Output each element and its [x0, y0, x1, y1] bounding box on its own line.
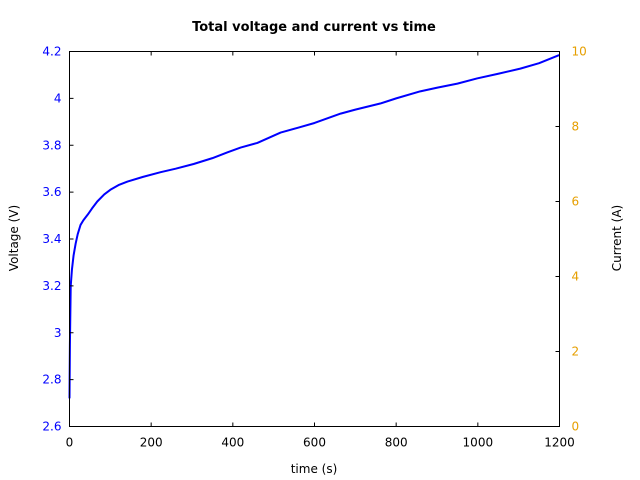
y-tick-label: 3.2	[42, 279, 61, 293]
voltage-series-line	[68, 54, 560, 399]
x-tick-label: 1200	[544, 436, 575, 450]
x-tick-label: 600	[303, 436, 326, 450]
y2-tick-label: 2	[572, 345, 580, 359]
ticks: 0 200 400 600 800 1000 1200 2.6 2.8 3 3.2 3.4 3.6 3.8…	[42, 45, 586, 450]
y2-tick-label: 10	[572, 45, 587, 59]
x-tick-label: 800	[385, 436, 408, 450]
x-tick-label: 200	[140, 436, 163, 450]
y-tick-label: 3	[54, 326, 62, 340]
x-tick-label: 0	[66, 436, 74, 450]
y2-tick-label: 0	[572, 420, 580, 434]
y-tick-label: 3.8	[42, 138, 61, 152]
x-axis-label: time (s)	[291, 462, 338, 476]
y-tick-label: 3.4	[42, 232, 61, 246]
y-tick-label: 3.6	[42, 185, 61, 199]
y2-axis-label-current: Current (A)	[610, 205, 624, 271]
x-tick-label: 400	[221, 436, 244, 450]
x-tick-label: 1000	[463, 436, 494, 450]
y2-tick-label: 6	[572, 195, 580, 209]
y-tick-label: 2.6	[42, 420, 61, 434]
y-tick-label: 2.8	[42, 373, 61, 387]
y2-tick-label: 8	[572, 120, 580, 134]
axes-frame	[69, 51, 560, 427]
y-axis-label-voltage: Voltage (V)	[7, 205, 21, 271]
y-tick-label: 4.2	[42, 45, 61, 59]
y-tick-label: 4	[54, 91, 62, 105]
y2-tick-label: 4	[572, 270, 580, 284]
chart-title: Total voltage and current vs time	[192, 20, 436, 35]
